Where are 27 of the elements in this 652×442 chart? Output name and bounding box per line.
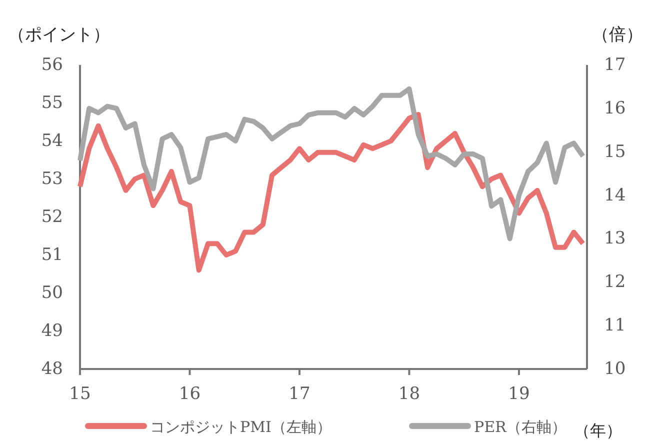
x-tick-label: 17 xyxy=(288,384,310,404)
y-tick-label: 56 xyxy=(41,55,63,75)
x-axis-title: （年） xyxy=(574,421,622,440)
x-tick-label: 15 xyxy=(69,384,91,404)
y2-axis-title: （倍） xyxy=(592,25,643,45)
y-tick-label: 50 xyxy=(41,283,63,303)
legend-label: PER（右軸） xyxy=(474,418,566,436)
y2-tick-label: 16 xyxy=(604,98,626,118)
y2-tick-label: 12 xyxy=(604,272,626,292)
y-tick-label: 52 xyxy=(41,207,63,227)
y-tick-label: 51 xyxy=(41,245,63,265)
y-tick-label: 54 xyxy=(41,131,63,151)
y2-tick-label: 15 xyxy=(604,142,626,162)
y-axis-title: （ポイント） xyxy=(8,25,110,45)
legend-label: コンポジットPMI（左軸） xyxy=(150,418,332,436)
x-tick-label: 19 xyxy=(508,384,530,404)
y-tick-label: 49 xyxy=(41,321,63,341)
y2-tick-label: 10 xyxy=(604,359,626,379)
x-tick-label: 18 xyxy=(398,384,420,404)
y-tick-label: 55 xyxy=(41,93,63,113)
y2-tick-label: 13 xyxy=(604,228,626,249)
y-tick-label: 48 xyxy=(41,359,63,379)
x-tick-label: 16 xyxy=(178,384,201,404)
y2-tick-label: 17 xyxy=(604,55,626,75)
y2-tick-label: 14 xyxy=(604,185,626,206)
y-tick-label: 53 xyxy=(41,169,63,189)
y2-tick-label: 11 xyxy=(604,316,626,336)
